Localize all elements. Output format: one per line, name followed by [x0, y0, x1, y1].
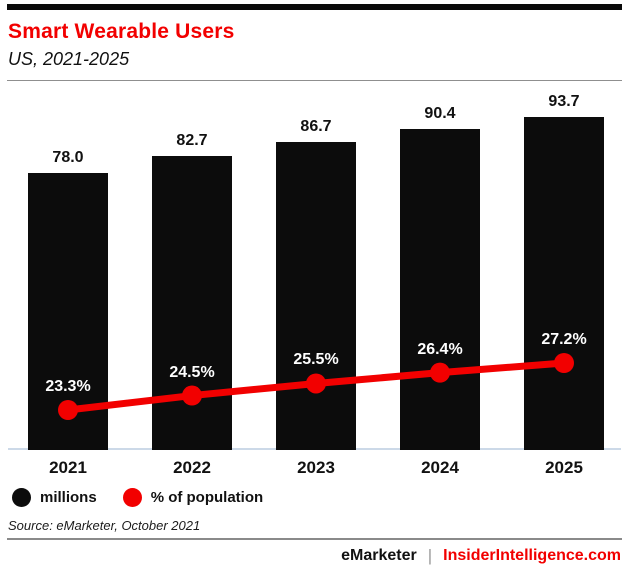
- bar-value-label: 82.7: [176, 132, 208, 150]
- x-tick-2022: 2022: [173, 458, 211, 477]
- brand-emarketer: eMarketer: [341, 547, 417, 564]
- legend-label: % of population: [150, 489, 264, 506]
- chart-legend: millions % of population: [12, 488, 263, 507]
- bar-2025: [524, 117, 604, 450]
- population-pct-label: 23.3%: [45, 378, 91, 395]
- population-pct-label: 27.2%: [541, 331, 587, 348]
- population-pct-label: 25.5%: [293, 351, 339, 369]
- source-note: Source: eMarketer, October 2021: [8, 518, 201, 533]
- bar-2022: [152, 156, 232, 450]
- legend-item-population: % of population: [122, 488, 264, 507]
- bar-2021: [28, 172, 108, 450]
- chart-subtitle: US, 2021-2025: [8, 49, 130, 69]
- bar-value-label: 90.4: [424, 104, 456, 122]
- footer-divider: [7, 538, 622, 540]
- population-pct-label: 26.4%: [417, 340, 463, 358]
- chart-title: Smart Wearable Users: [8, 20, 235, 43]
- x-tick-2023: 2023: [297, 458, 335, 477]
- millions-dot-icon: [12, 488, 31, 507]
- bar-2023: [276, 141, 356, 450]
- legend-item-millions: millions: [12, 488, 97, 507]
- x-tick-2021: 2021: [49, 458, 87, 477]
- x-tick-2025: 2025: [545, 458, 583, 477]
- brand-insiderintelligence-link[interactable]: InsiderIntelligence.com: [443, 547, 621, 564]
- bar-value-label: 78.0: [52, 148, 84, 166]
- bar-2024: [400, 128, 480, 450]
- x-tick-2024: 2024: [421, 458, 459, 477]
- brand-row: eMarketer | InsiderIntelligence.com: [341, 546, 621, 566]
- brand-separator: |: [427, 546, 433, 565]
- population-dot-icon: [122, 488, 142, 507]
- header-divider: [7, 80, 622, 81]
- population-pct-label: 24.5%: [169, 363, 215, 381]
- bar-value-label: 86.7: [300, 117, 332, 135]
- top-rule: [7, 4, 622, 10]
- bar-value-label: 93.7: [548, 93, 580, 111]
- legend-label: millions: [40, 489, 97, 506]
